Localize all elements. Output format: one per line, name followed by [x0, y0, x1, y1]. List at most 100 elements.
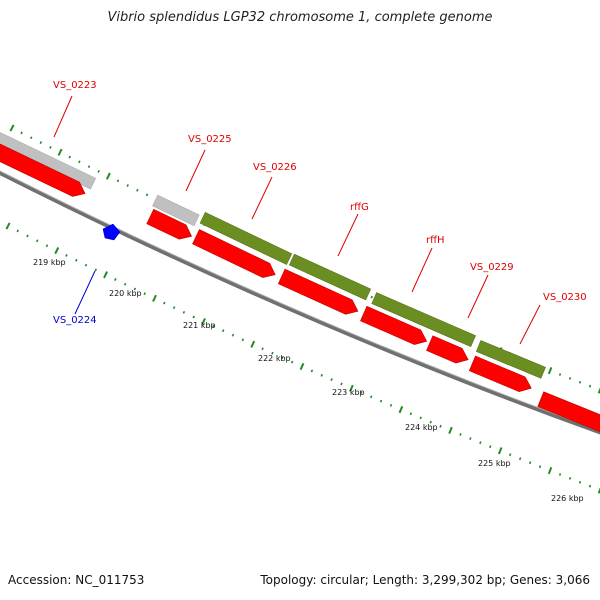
leader-line-vs0226 — [251, 176, 273, 220]
inner-scale-minor-tick — [369, 395, 373, 399]
inner-scale-minor-tick — [479, 441, 482, 445]
inner-scale-minor-tick — [123, 282, 127, 286]
gene-label-rffg[interactable]: rffG — [350, 202, 369, 213]
gene-arrow-red-7[interactable] — [468, 355, 534, 396]
inner-scale-minor-tick — [65, 254, 68, 257]
scale-label-222kbp: 222 kbp — [258, 354, 291, 363]
gene-label-vs0229[interactable]: VS_0229 — [470, 262, 514, 273]
gene-label-vs0223[interactable]: VS_0223 — [53, 80, 97, 91]
gene-arrow-red-1[interactable] — [0, 138, 89, 201]
inner-scale-minor-tick — [114, 278, 117, 281]
gene-block-green-1[interactable] — [199, 211, 293, 265]
gene-arrow-red-8[interactable] — [537, 391, 600, 441]
inner-scale-major-tick — [152, 294, 157, 302]
gene-block-green-2[interactable] — [288, 253, 372, 301]
gene-label-vs0224[interactable]: VS_0224 — [53, 315, 97, 326]
inner-scale-minor-tick — [310, 369, 314, 373]
outer-scale-minor-tick — [588, 384, 592, 388]
inner-scale-major-tick — [54, 247, 60, 255]
outer-scale-major-tick — [547, 367, 553, 375]
inner-scale-major-tick — [448, 426, 453, 434]
outer-scale-minor-tick — [87, 165, 91, 169]
outer-scale-minor-tick — [68, 155, 72, 159]
inner-scale-major-tick — [103, 271, 108, 279]
scale-label-226kbp: 226 kbp — [551, 494, 584, 503]
leader-line-vs0224 — [74, 270, 96, 315]
inner-scale-minor-tick — [172, 306, 176, 310]
inner-scale-minor-tick — [379, 399, 383, 403]
scale-label-224kbp: 224 kbp — [405, 423, 438, 432]
inner-scale-major-tick — [299, 362, 305, 371]
gene-arrow-red-6[interactable] — [426, 335, 471, 367]
inner-scale-minor-tick — [508, 453, 512, 457]
inner-scale-major-tick — [250, 340, 256, 348]
inner-scale-minor-tick — [340, 382, 343, 386]
map-title: Vibrio splendidus LGP32 chromosome 1, co… — [107, 10, 493, 25]
gene-block-grey-2[interactable] — [152, 194, 200, 227]
inner-scale-major-tick — [547, 466, 553, 475]
inner-scale-minor-tick — [16, 229, 20, 233]
outer-scale-minor-tick — [78, 160, 81, 164]
inner-scale-minor-tick — [45, 244, 49, 248]
inner-scale-major-tick — [349, 384, 354, 392]
outer-scale-minor-tick — [29, 136, 33, 140]
gene-block-green-3[interactable] — [371, 292, 476, 347]
inner-scale-major-tick — [497, 447, 503, 455]
inner-scale-minor-tick — [163, 301, 166, 305]
inner-scale-major-tick — [5, 222, 11, 230]
inner-scale-minor-tick — [182, 310, 186, 314]
leader-line-vs0225 — [185, 149, 206, 192]
inner-scale-minor-tick — [94, 268, 98, 272]
inner-scale-ring — [5, 222, 600, 494]
inner-scale-minor-tick — [538, 465, 542, 469]
gene-label-vs0226[interactable]: VS_0226 — [253, 162, 297, 173]
gene-arrow-red-4[interactable] — [277, 268, 361, 318]
gene-label-vs0225[interactable]: VS_0225 — [188, 134, 232, 145]
outer-scale-minor-tick — [558, 373, 562, 376]
leader-line-vs0230 — [519, 304, 541, 345]
inner-scale-minor-tick — [439, 424, 442, 428]
inner-scale-minor-tick — [489, 445, 492, 449]
scale-label-223kbp: 223 kbp — [332, 388, 365, 397]
leader-line-rffg — [337, 213, 359, 257]
outer-scale-minor-tick — [578, 380, 582, 384]
inner-scale-minor-tick — [26, 234, 29, 238]
outer-scale-minor-tick — [136, 188, 139, 192]
gene-arrow-red-5[interactable] — [360, 305, 430, 348]
chromosome-backbone-highlight — [0, 170, 600, 431]
outer-scale-major-tick — [105, 172, 111, 180]
inner-scale-minor-tick — [518, 457, 522, 461]
gene-label-vs0230[interactable]: VS_0230 — [543, 292, 587, 303]
outer-scale-minor-tick — [49, 146, 52, 149]
inner-scale-minor-tick — [74, 258, 78, 262]
inner-scale-minor-tick — [35, 239, 39, 243]
inner-scale-minor-tick — [281, 356, 284, 360]
inner-scale-minor-tick — [360, 391, 363, 395]
outer-scale-major-tick — [597, 387, 600, 394]
inner-scale-minor-tick — [558, 473, 562, 476]
leader-line-vs0223 — [53, 95, 73, 138]
outer-scale-minor-tick — [370, 295, 373, 299]
gene-arrow-red-3[interactable] — [192, 229, 278, 282]
outer-scale-major-tick — [9, 124, 15, 132]
outer-scale-minor-tick — [145, 193, 149, 197]
inner-scale-minor-tick — [271, 351, 274, 355]
gene-label-rffh[interactable]: rffH — [426, 235, 445, 246]
outer-scale-minor-tick — [39, 141, 43, 145]
inner-scale-minor-tick — [578, 480, 582, 484]
inner-scale-minor-tick — [429, 420, 432, 424]
inner-scale-minor-tick — [528, 461, 532, 465]
inner-scale-minor-tick — [290, 360, 294, 364]
inner-scale-major-tick — [597, 487, 600, 494]
inner-scale-minor-tick — [221, 329, 225, 333]
inner-scale-minor-tick — [389, 403, 393, 407]
outer-scale-major-tick — [57, 148, 63, 156]
inner-scale-minor-tick — [241, 338, 245, 342]
gene-arrow-red-2[interactable] — [146, 208, 195, 243]
gene-marker-blue[interactable] — [102, 223, 121, 241]
gene-block-green-4[interactable] — [475, 340, 546, 379]
inner-scale-minor-tick — [212, 324, 215, 328]
inner-scale-minor-tick — [320, 373, 323, 377]
